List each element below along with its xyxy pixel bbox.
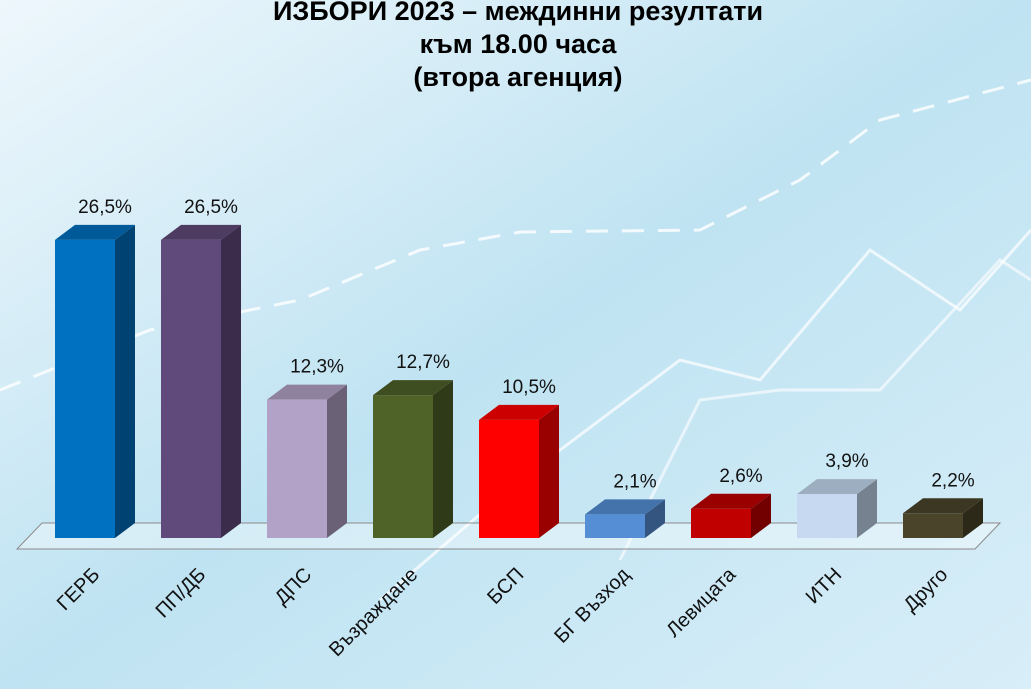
bar-top <box>903 498 983 514</box>
value-label: 3,9% <box>825 451 868 472</box>
bar-front <box>585 514 645 538</box>
chart-title: (втора агенция) <box>413 62 622 92</box>
title-block: ИЗБОРИ 2023 – междинни резултати към 18.0… <box>273 0 763 92</box>
bar <box>373 380 453 538</box>
bar-side <box>963 498 983 538</box>
bar <box>797 479 877 538</box>
bar-top <box>585 499 665 515</box>
value-label: 2,2% <box>931 470 974 491</box>
bar-front <box>55 239 115 538</box>
bar <box>903 498 983 538</box>
bar-front <box>267 399 327 538</box>
bar-top <box>55 224 135 240</box>
bar-top <box>691 493 771 509</box>
bar <box>691 493 771 538</box>
bar <box>585 499 665 538</box>
bar-side <box>751 493 771 538</box>
bar-side <box>645 499 665 538</box>
bar-front <box>373 395 433 538</box>
value-label: 2,6% <box>719 466 762 487</box>
value-label: 10,5% <box>502 377 556 398</box>
bar <box>55 224 135 538</box>
bar-side <box>433 380 453 538</box>
value-label: 2,1% <box>613 471 656 492</box>
chart-title: ИЗБОРИ 2023 – междинни резултати <box>273 0 763 26</box>
bar-top <box>267 384 347 400</box>
bar-side <box>115 224 135 538</box>
value-label: 12,7% <box>396 352 450 373</box>
bar-front <box>691 508 751 538</box>
bar-side <box>327 384 347 538</box>
bar <box>161 224 241 538</box>
bar-top <box>797 479 877 495</box>
value-label: 26,5% <box>78 197 132 218</box>
decor-line <box>618 258 1031 561</box>
bar-top <box>373 380 453 396</box>
bar-front <box>797 494 857 538</box>
value-label: 12,3% <box>290 357 344 378</box>
bar <box>479 404 559 538</box>
chart-title: към 18.00 часа <box>420 29 618 59</box>
bar-front <box>161 239 221 538</box>
bar-top <box>161 224 241 240</box>
bar-top <box>479 404 559 420</box>
bar-side <box>221 224 241 538</box>
bar <box>267 384 347 538</box>
bar-side <box>539 404 559 538</box>
bar-side <box>857 479 877 538</box>
value-label: 26,5% <box>184 197 238 218</box>
bar-front <box>479 419 539 538</box>
decor-line <box>0 78 1031 392</box>
bar-front <box>903 513 963 538</box>
